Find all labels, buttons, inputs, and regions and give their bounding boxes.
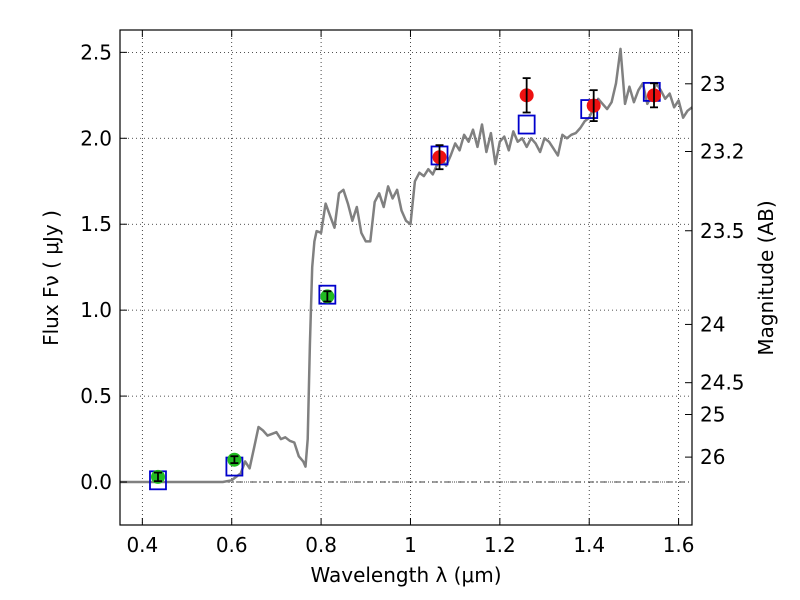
model-point-square — [318, 284, 337, 305]
spectrum-layer — [120, 47, 693, 484]
x-tick-label: 1.2 — [484, 533, 516, 557]
x-tick-label: 0.8 — [305, 533, 337, 557]
data-points — [149, 77, 662, 491]
y-tick-label: 2.0 — [80, 126, 112, 150]
mag-tick-label: 26 — [700, 445, 725, 469]
plot-frame — [119, 29, 693, 526]
x-tick-label: 0.4 — [126, 533, 158, 557]
grid — [120, 30, 692, 525]
model-point-square — [517, 114, 536, 135]
mag-tick-label: 24.5 — [700, 371, 745, 395]
x-tick-label: 1.6 — [663, 533, 695, 557]
y2-axis-label: Magnitude (AB) — [754, 200, 778, 355]
tick-labels: 0.4 0.6 0.8 1 1.2 1.4 1.6 0.0 0.5 1.0 1.5 2.0 2.5 23 2… — [80, 40, 744, 557]
tick-marks — [120, 30, 692, 525]
x-tick-label: 0.6 — [216, 533, 248, 557]
y-tick-label: 1.0 — [80, 298, 112, 322]
y-axis-label: Flux Fν ( μJy ) — [39, 210, 63, 346]
mag-tick-label: 25 — [700, 402, 725, 426]
mag-tick-label: 24 — [700, 312, 725, 336]
x-tick-label: 1.4 — [573, 533, 605, 557]
y-tick-label: 1.5 — [80, 212, 112, 236]
model-spectrum-line — [120, 47, 693, 484]
mag-tick-label: 23.5 — [700, 219, 745, 243]
y-tick-label: 2.5 — [80, 40, 112, 64]
x-axis-label: Wavelength λ (μm) — [310, 563, 501, 587]
x-tick-label: 1 — [404, 533, 417, 557]
y-tick-label: 0.5 — [80, 384, 112, 408]
y-tick-label: 0.0 — [80, 470, 112, 494]
mag-tick-label: 23 — [700, 72, 725, 96]
mag-tick-label: 23.2 — [700, 140, 745, 164]
